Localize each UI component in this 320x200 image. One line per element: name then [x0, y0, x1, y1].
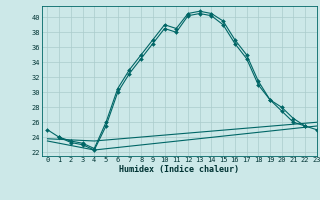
- X-axis label: Humidex (Indice chaleur): Humidex (Indice chaleur): [119, 165, 239, 174]
